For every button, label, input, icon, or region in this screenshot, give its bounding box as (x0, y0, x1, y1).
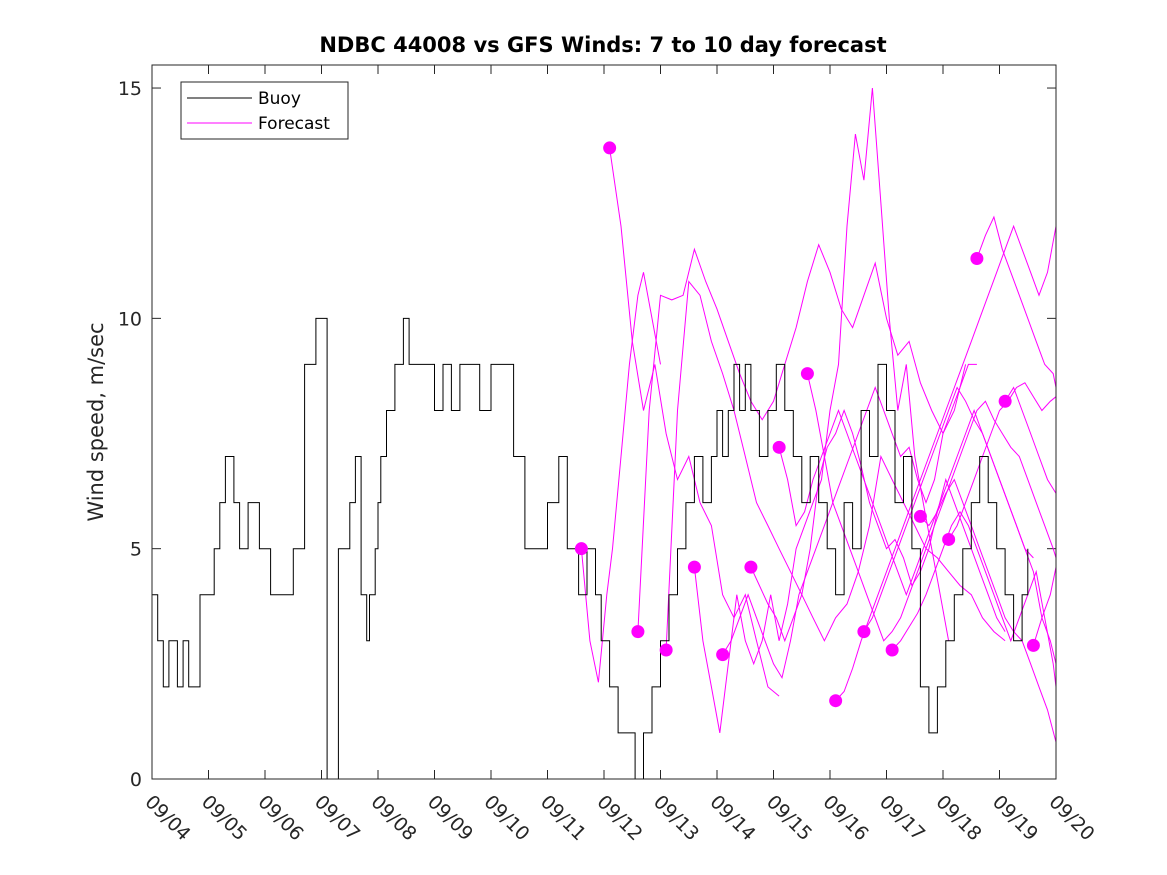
x-tick-label: 09/09 (423, 791, 477, 845)
forecast-series-line (693, 87, 950, 733)
forecast-start-point (631, 625, 645, 639)
forecast-series-line (976, 215, 1057, 388)
forecast-series-line (806, 373, 1057, 642)
forecast-start-point (744, 560, 758, 574)
legend-forecast-label: Forecast (258, 114, 330, 134)
x-tick-label: 09/19 (988, 791, 1042, 845)
legend-box (180, 81, 349, 140)
x-tick-label: 09/17 (875, 791, 929, 845)
y-tick-labels: 0 5 10 15 (118, 78, 142, 791)
y-tick-label: 15 (118, 78, 142, 100)
forecast-start-point (687, 560, 701, 574)
y-tick-label: 5 (130, 539, 142, 561)
forecast-start-point (913, 509, 927, 523)
x-tick-label: 09/05 (197, 791, 251, 845)
forecast-start-point (659, 643, 673, 657)
buoy-line (152, 317, 1029, 780)
forecast-start-point (998, 394, 1012, 408)
x-tick-label: 09/06 (253, 791, 307, 845)
legend: Buoy Forecast (180, 81, 349, 140)
y-tick-label: 10 (118, 308, 142, 330)
forecast-series-line (1004, 386, 1057, 494)
buoy-series-line (152, 317, 1029, 780)
forecast-start-point (1026, 638, 1040, 652)
x-tick-label: 09/10 (479, 791, 533, 845)
forecast-markers (574, 141, 1040, 708)
forecast-series-line (665, 280, 1006, 651)
forecast-series-line (580, 272, 661, 683)
forecast-start-point (942, 532, 956, 546)
x-tick-label: 09/07 (310, 791, 364, 845)
forecast-series-line (722, 363, 977, 680)
x-tick-labels: 09/04 09/05 09/06 09/07 09/08 09/09 09/10 09/11… (140, 791, 1098, 845)
forecast-series-line (637, 243, 967, 632)
plot-area (152, 65, 1056, 779)
forecast-start-point (829, 694, 843, 708)
forecast-start-point (603, 141, 617, 155)
y-tick-label: 0 (130, 769, 142, 791)
chart-title: NDBC 44008 vs GFS Winds: 7 to 10 day for… (319, 33, 886, 57)
x-tick-label: 09/18 (931, 791, 985, 845)
forecast-start-point (970, 251, 984, 265)
x-tick-label: 09/08 (366, 791, 420, 845)
y-axis-label: Wind speed, m/sec (84, 322, 108, 521)
plot-frame (151, 64, 1057, 780)
x-tick-label: 09/12 (592, 791, 646, 845)
x-tick-label: 09/11 (536, 791, 590, 845)
forecast-start-point (772, 440, 786, 454)
x-tick-label: 09/16 (818, 791, 872, 845)
x-tick-label: 09/20 (1044, 791, 1098, 845)
forecast-start-point (574, 542, 588, 556)
x-tick-label: 09/14 (705, 791, 759, 845)
forecast-series-line (863, 386, 1057, 664)
forecast-start-point (857, 625, 871, 639)
forecast-start-point (716, 648, 730, 662)
forecast-start-point (800, 367, 814, 381)
x-tick-label: 09/04 (140, 791, 194, 845)
forecast-series-line (920, 478, 1057, 743)
legend-buoy-label: Buoy (258, 89, 301, 109)
forecast-start-point (885, 643, 899, 657)
x-tick-label: 09/15 (762, 791, 816, 845)
x-tick-label: 09/13 (649, 791, 703, 845)
forecast-series-line (835, 224, 1057, 702)
forecast-series-line (750, 409, 1006, 643)
forecast-series-line (1032, 566, 1057, 646)
